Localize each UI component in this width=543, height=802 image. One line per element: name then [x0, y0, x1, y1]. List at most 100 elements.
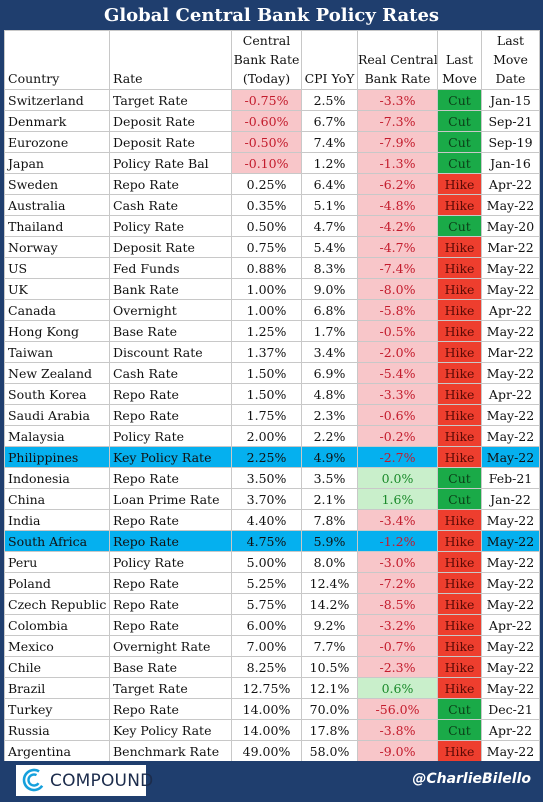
country-cell: Philippines — [4, 446, 110, 468]
header-cpi-line: CPI YoY — [304, 71, 355, 86]
rate-name-cell: Repo Rate — [109, 383, 232, 405]
rate-name-cell: Base Rate — [109, 320, 232, 342]
cb-rate-cell: 0.75% — [231, 236, 302, 258]
cb-rate-cell: 0.50% — [231, 215, 302, 237]
last-move-date-cell: May-22 — [481, 404, 540, 426]
rate-name-cell: Key Policy Rate — [109, 719, 232, 741]
last-move-cell: Hike — [437, 236, 482, 258]
last-move-date-cell: May-22 — [481, 278, 540, 300]
cb-rate-cell: 4.75% — [231, 530, 302, 552]
last-move-date-cell: Jan-15 — [481, 89, 540, 111]
rate-name-cell: Loan Prime Rate — [109, 488, 232, 510]
cpi-cell: 8.0% — [301, 551, 358, 573]
cpi-cell: 17.8% — [301, 719, 358, 741]
cb-rate-cell: -0.10% — [231, 152, 302, 174]
cb-rate-cell: 0.88% — [231, 257, 302, 279]
country-cell: Australia — [4, 194, 110, 216]
table-row: Czech Republic Repo Rate 5.75% 14.2% -8.5% Hi… — [4, 593, 540, 615]
rate-name-cell: Policy Rate — [109, 215, 232, 237]
table-row: India Repo Rate 4.40% 7.8% -3.4% Hike May-22 — [4, 509, 540, 531]
country-cell: Taiwan — [4, 341, 110, 363]
logo-text: COMPOUND — [50, 771, 154, 791]
table-row: UK Bank Rate 1.00% 9.0% -8.0% Hike May-22 — [4, 278, 540, 300]
rate-name-cell: Repo Rate — [109, 509, 232, 531]
table-row: Brazil Target Rate 12.75% 12.1% 0.6% Hike May-… — [4, 677, 540, 699]
real-rate-cell: -4.2% — [357, 215, 438, 237]
last-move-date-cell: May-22 — [481, 677, 540, 699]
cb-rate-cell: 5.25% — [231, 572, 302, 594]
rates-table-wrapper: Country Rate Central Bank Rate (Today) CPI Yo… — [4, 30, 540, 762]
table-row: Switzerland Target Rate -0.75% 2.5% -3.3% Cut… — [4, 89, 540, 111]
last-move-date-cell: Sep-21 — [481, 110, 540, 132]
cpi-cell: 12.1% — [301, 677, 358, 699]
country-cell: Hong Kong — [4, 320, 110, 342]
last-move-cell: Hike — [437, 383, 482, 405]
country-cell: Switzerland — [4, 89, 110, 111]
last-move-cell: Cut — [437, 698, 482, 720]
header-real-rate-line: Bank Rate — [364, 71, 431, 86]
last-move-cell: Hike — [437, 509, 482, 531]
real-rate-cell: -9.0% — [357, 740, 438, 762]
table-row: Taiwan Discount Rate 1.37% 3.4% -2.0% Hike Mar… — [4, 341, 540, 363]
cb-rate-cell: 12.75% — [231, 677, 302, 699]
cb-rate-cell: 49.00% — [231, 740, 302, 762]
header-cb-rate: Central Bank Rate (Today) — [231, 30, 302, 90]
last-move-cell: Hike — [437, 194, 482, 216]
country-cell: Poland — [4, 572, 110, 594]
table-row: Thailand Policy Rate 0.50% 4.7% -4.2% Cut May-… — [4, 215, 540, 237]
rate-name-cell: Bank Rate — [109, 278, 232, 300]
real-rate-cell: -3.4% — [357, 509, 438, 531]
cpi-cell: 4.9% — [301, 446, 358, 468]
last-move-cell: Cut — [437, 131, 482, 153]
header-country: Country — [4, 30, 110, 90]
table-row: Peru Policy Rate 5.00% 8.0% -3.0% Hike May-22 — [4, 551, 540, 573]
last-move-date-cell: May-20 — [481, 215, 540, 237]
rate-name-cell: Cash Rate — [109, 194, 232, 216]
cpi-cell: 5.1% — [301, 194, 358, 216]
last-move-cell: Hike — [437, 320, 482, 342]
real-rate-cell: -2.0% — [357, 341, 438, 363]
cpi-cell: 1.2% — [301, 152, 358, 174]
cpi-cell: 6.8% — [301, 299, 358, 321]
real-rate-cell: -0.5% — [357, 320, 438, 342]
last-move-cell: Hike — [437, 362, 482, 384]
rate-name-cell: Deposit Rate — [109, 131, 232, 153]
header-cb-rate-line: (Today) — [242, 71, 291, 86]
real-rate-cell: -1.3% — [357, 152, 438, 174]
country-cell: Peru — [4, 551, 110, 573]
country-cell: Eurozone — [4, 131, 110, 153]
cpi-cell: 7.7% — [301, 635, 358, 657]
real-rate-cell: -5.8% — [357, 299, 438, 321]
cb-rate-cell: -0.75% — [231, 89, 302, 111]
rate-name-cell: Target Rate — [109, 89, 232, 111]
header-cb-rate-line: Central — [242, 33, 291, 48]
real-rate-cell: -3.3% — [357, 89, 438, 111]
cpi-cell: 1.7% — [301, 320, 358, 342]
header-country-line: Country — [8, 71, 60, 86]
rate-name-cell: Deposit Rate — [109, 110, 232, 132]
rate-name-cell: Repo Rate — [109, 572, 232, 594]
country-cell: Brazil — [4, 677, 110, 699]
last-move-cell: Hike — [437, 425, 482, 447]
country-cell: Saudi Arabia — [4, 404, 110, 426]
table-row: Denmark Deposit Rate -0.60% 6.7% -7.3% Cut Sep… — [4, 110, 540, 132]
cpi-cell: 2.3% — [301, 404, 358, 426]
real-rate-cell: -0.2% — [357, 425, 438, 447]
cb-rate-cell: 0.25% — [231, 173, 302, 195]
cb-rate-cell: 1.75% — [231, 404, 302, 426]
last-move-cell: Cut — [437, 89, 482, 111]
real-rate-cell: -3.2% — [357, 614, 438, 636]
rate-name-cell: Deposit Rate — [109, 236, 232, 258]
cpi-cell: 12.4% — [301, 572, 358, 594]
table-row: Colombia Repo Rate 6.00% 9.2% -3.2% Hike Apr-2… — [4, 614, 540, 636]
last-move-cell: Hike — [437, 740, 482, 762]
cb-rate-cell: 2.00% — [231, 425, 302, 447]
last-move-cell: Hike — [437, 572, 482, 594]
cb-rate-cell: 2.25% — [231, 446, 302, 468]
rate-name-cell: Repo Rate — [109, 173, 232, 195]
cpi-cell: 5.9% — [301, 530, 358, 552]
footer: COMPOUND @CharlieBilello — [0, 761, 543, 802]
last-move-cell: Cut — [437, 719, 482, 741]
header-real-rate-line: Real Central — [358, 52, 438, 67]
table-row: Hong Kong Base Rate 1.25% 1.7% -0.5% Hike May-… — [4, 320, 540, 342]
